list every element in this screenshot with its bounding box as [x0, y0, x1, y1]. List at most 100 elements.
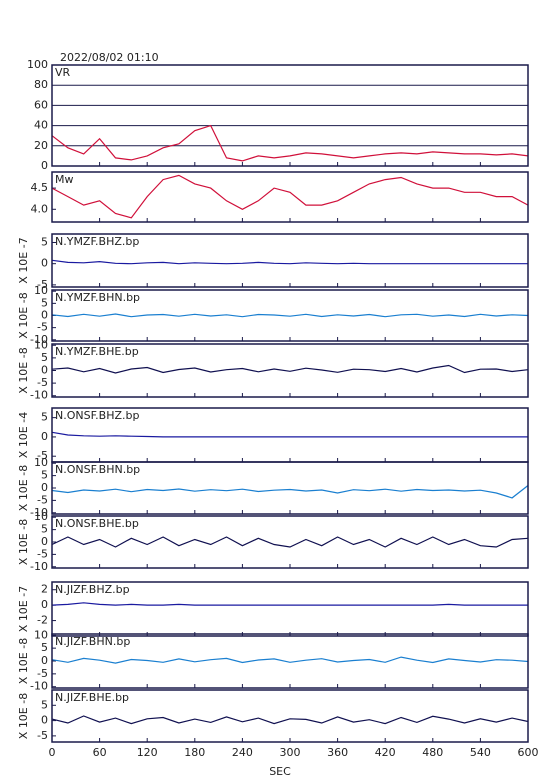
- y-tick-label: -2: [37, 614, 48, 627]
- y-tick-label: 10: [34, 338, 48, 351]
- y-tick-label: -5: [37, 493, 48, 506]
- x-tick-label: 300: [280, 746, 301, 759]
- y-tick-label: -5: [37, 321, 48, 334]
- trace: [51, 536, 529, 548]
- y-tick-label: 80: [34, 78, 48, 91]
- x-tick-label: 420: [375, 746, 396, 759]
- y-tick-label: 0: [41, 481, 48, 494]
- y-tick-label: 60: [34, 98, 48, 111]
- panel-frame: [51, 171, 529, 223]
- x-tick-label: 360: [327, 746, 348, 759]
- panel-frame: [51, 64, 529, 167]
- x-tick-label: 480: [422, 746, 443, 759]
- y-tick-label: 10: [34, 628, 48, 641]
- trace: [51, 313, 529, 318]
- panel-label: Mw: [55, 173, 74, 186]
- y-tick-label: 40: [34, 119, 48, 132]
- y-tick-label: 0: [41, 159, 48, 172]
- trace: [51, 602, 528, 606]
- y-tick-label: 5: [41, 469, 48, 482]
- panel-frame: [51, 233, 529, 288]
- y-unit: X 10E -8: [17, 347, 30, 393]
- trace: [51, 715, 529, 725]
- y-tick-label: 100: [27, 58, 48, 71]
- y-tick-label: 0: [41, 430, 48, 443]
- panel-label: N.YMZF.BHE.bp: [55, 345, 139, 358]
- timestamp: 2022/08/02 01:10: [60, 51, 159, 64]
- y-tick-label: 10: [34, 284, 48, 297]
- x-tick-label: 240: [232, 746, 253, 759]
- panel-frame: [51, 461, 529, 515]
- trace: [51, 485, 529, 499]
- y-unit: X 10E -8: [17, 519, 30, 565]
- x-tick-label: 60: [93, 746, 107, 759]
- y-tick-label: -10: [30, 560, 48, 573]
- y-unit: X 10E -7: [17, 237, 30, 283]
- panel-frame: [51, 515, 529, 569]
- panel-frame: [51, 343, 529, 398]
- x-tick-label: 600: [518, 746, 539, 759]
- y-tick-label: -5: [37, 376, 48, 389]
- panel-label: N.JIZF.BHZ.bp: [55, 583, 130, 596]
- y-unit: X 10E -8: [17, 292, 30, 338]
- y-tick-label: 4.0: [31, 202, 49, 215]
- x-tick-label: 540: [470, 746, 491, 759]
- y-tick-label: 10: [34, 510, 48, 523]
- y-tick-label: 0: [41, 257, 48, 270]
- y-unit: X 10E -8: [17, 465, 30, 511]
- y-tick-label: 0: [41, 309, 48, 322]
- panel-label: N.ONSF.BHZ.bp: [55, 409, 139, 422]
- trace: [51, 124, 529, 162]
- trace: [51, 259, 528, 265]
- y-tick-label: -5: [37, 547, 48, 560]
- panel-label: N.ONSF.BHN.bp: [55, 463, 140, 476]
- y-tick-label: 5: [41, 523, 48, 536]
- panel-frame: [51, 633, 529, 689]
- y-unit: X 10E -8: [17, 693, 30, 739]
- y-tick-label: 0: [41, 364, 48, 377]
- trace: [51, 364, 529, 374]
- y-tick-label: -5: [37, 449, 48, 462]
- y-tick-label: -5: [37, 278, 48, 291]
- y-tick-label: 10: [34, 456, 48, 469]
- panel-label: N.ONSF.BHE.bp: [55, 517, 139, 530]
- panel-label: VR: [55, 66, 71, 79]
- y-tick-label: 0: [41, 598, 48, 611]
- x-axis-label: SEC: [269, 765, 291, 778]
- y-tick-label: -5: [37, 667, 48, 680]
- x-tick-label: 120: [137, 746, 158, 759]
- y-tick-label: 5: [41, 411, 48, 424]
- y-unit: X 10E -8: [17, 638, 30, 684]
- y-tick-label: -10: [30, 389, 48, 402]
- y-tick-label: 5: [41, 235, 48, 248]
- panel-label: N.JIZF.BHN.bp: [55, 635, 130, 648]
- panel-frame: [51, 689, 529, 743]
- y-tick-label: -10: [30, 333, 48, 346]
- trace: [51, 174, 529, 219]
- y-tick-label: 0: [41, 654, 48, 667]
- y-tick-label: 5: [41, 351, 48, 364]
- y-tick-label: 0: [41, 535, 48, 548]
- panel-frame: [51, 581, 529, 637]
- panel-label: N.YMZF.BHZ.bp: [55, 235, 139, 248]
- y-tick-label: -10: [30, 680, 48, 693]
- y-tick-label: 0: [41, 714, 48, 727]
- y-tick-label: 5: [41, 296, 48, 309]
- y-unit: X 10E -7: [17, 586, 30, 632]
- y-tick-label: 4.5: [31, 181, 49, 194]
- y-tick-label: 20: [34, 139, 48, 152]
- y-tick-label: -10: [30, 506, 48, 519]
- panel-label: N.YMZF.BHN.bp: [55, 291, 140, 304]
- x-tick-label: 0: [49, 746, 56, 759]
- y-tick-label: 5: [41, 698, 48, 711]
- panel-frame: [51, 289, 529, 342]
- y-tick-label: 2: [41, 583, 48, 596]
- trace: [51, 656, 529, 664]
- y-tick-label: -5: [37, 729, 48, 742]
- y-unit: X 10E -4: [17, 412, 30, 458]
- x-tick-label: 180: [184, 746, 205, 759]
- y-tick-label: 5: [41, 641, 48, 654]
- trace: [51, 431, 528, 438]
- panel-label: N.JIZF.BHE.bp: [55, 691, 129, 704]
